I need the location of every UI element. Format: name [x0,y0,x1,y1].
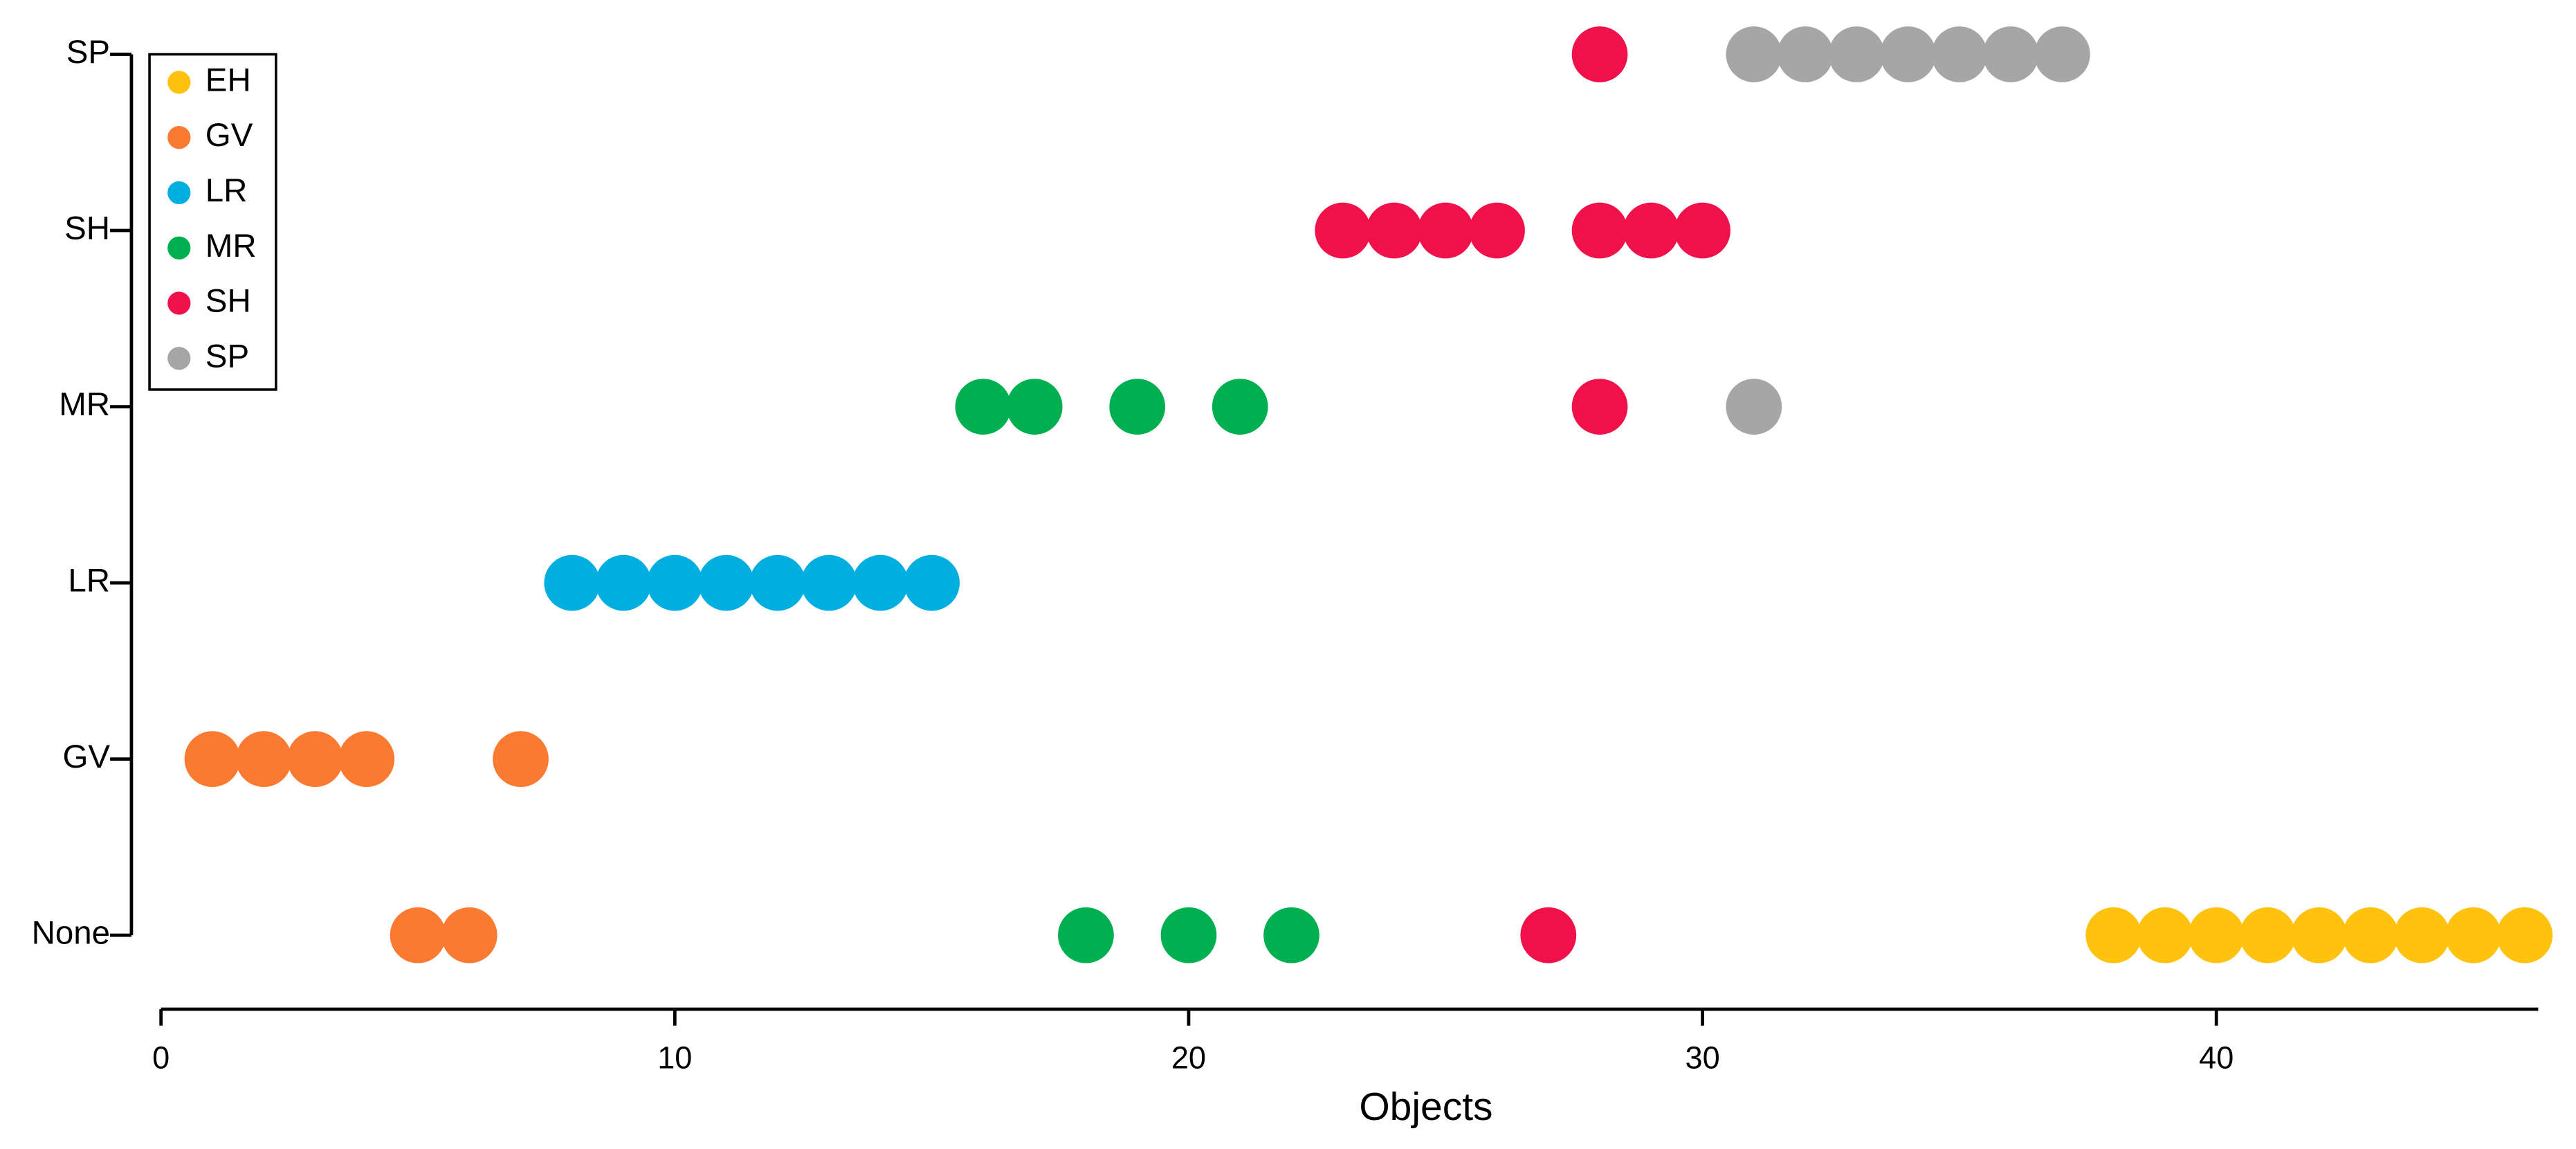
legend-swatch [167,181,191,205]
point [1726,379,1782,435]
point [338,731,395,788]
point [493,731,549,788]
point [1006,379,1063,435]
point [595,554,652,611]
legend-label: GV [205,117,253,154]
point [2240,907,2296,963]
point [2137,907,2193,963]
point [2291,907,2348,963]
point [1726,26,1782,82]
point [390,907,446,963]
x-axis-label: Objects [1359,1085,1492,1129]
point [1212,379,1268,435]
y-tick-label: None [32,915,110,952]
point [852,554,908,611]
point [235,731,292,788]
x-tick-label: 0 [152,1040,170,1076]
point [2085,907,2142,963]
point [749,554,806,611]
point [2188,907,2245,963]
point [1058,907,1114,963]
point [1315,202,1371,259]
point [1109,379,1166,435]
legend-swatch [167,71,191,94]
point [2445,907,2501,963]
legend-label: EH [205,62,251,98]
point [287,731,343,788]
point [955,379,1012,435]
x-tick-label: 40 [2199,1040,2234,1076]
y-tick-label: LR [68,563,110,599]
legend-box [148,53,277,391]
point [1777,26,1834,82]
point [1829,26,1885,82]
point [1160,907,1217,963]
point [1520,907,1577,963]
point [184,731,241,788]
point [2496,907,2553,963]
point [1571,26,1628,82]
point [1469,202,1525,259]
point [801,554,857,611]
x-tick-label: 10 [657,1040,692,1076]
legend-label: LR [205,172,248,209]
y-tick-label: MR [59,386,110,423]
y-tick-label: SH [64,210,110,247]
y-tick-label: GV [62,739,110,775]
point [1931,26,1988,82]
legend-swatch [167,347,191,370]
legend-swatch [167,236,191,260]
point [2034,26,2090,82]
point [1571,202,1628,259]
point [1982,26,2039,82]
point [1623,202,1679,259]
legend-swatch [167,126,191,150]
legend-label: SP [205,338,249,374]
x-tick-label: 30 [1685,1040,1719,1076]
point [2342,907,2399,963]
legend-label: SH [205,283,251,320]
legend-swatch [167,291,191,315]
x-tick-label: 20 [1171,1040,1206,1076]
point [1366,202,1423,259]
point [1263,907,1319,963]
point [904,554,960,611]
point [2393,907,2450,963]
point [1417,202,1474,259]
y-tick-label: SP [66,34,110,71]
point [1571,379,1628,435]
point [698,554,754,611]
point [1880,26,1936,82]
point [646,554,703,611]
legend-label: MR [205,228,257,264]
point [441,907,497,963]
point [544,554,601,611]
point [1674,202,1730,259]
